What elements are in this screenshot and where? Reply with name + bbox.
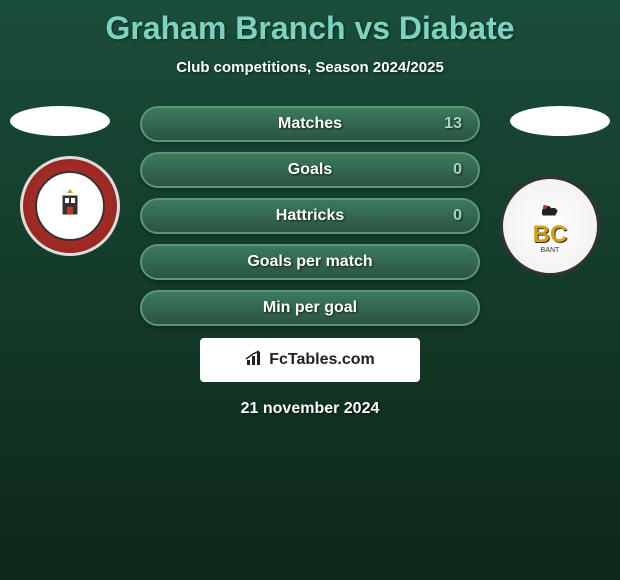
badge-right-subtitle: BANT (541, 247, 560, 254)
club-badge-right: BC BANT (500, 176, 600, 276)
stat-label: Min per goal (263, 299, 357, 317)
player-avatar-left (10, 106, 110, 136)
chart-icon (245, 350, 265, 371)
page-title: Graham Branch vs Diabate (0, 0, 620, 47)
stat-row-goals: Goals 0 (140, 152, 480, 188)
stat-row-min-per-goal: Min per goal (140, 290, 480, 326)
stat-row-hattricks: Hattricks 0 (140, 198, 480, 234)
stat-value: 0 (453, 207, 462, 225)
club-badge-left (20, 156, 120, 256)
stat-row-goals-per-match: Goals per match (140, 244, 480, 280)
player-avatar-right (510, 106, 610, 136)
watermark-text: FcTables.com (269, 351, 375, 369)
stat-label: Hattricks (276, 207, 344, 225)
stat-value: 0 (453, 161, 462, 179)
stat-label: Goals per match (247, 253, 372, 271)
stat-value: 13 (444, 115, 462, 133)
stats-container: Matches 13 Goals 0 Hattricks 0 Goals per… (140, 106, 480, 326)
stat-label: Goals (288, 161, 332, 179)
stat-label: Matches (278, 115, 342, 133)
watermark: FcTables.com (200, 338, 420, 382)
club-badge-left-inner (35, 171, 105, 241)
date-label: 21 november 2024 (0, 400, 620, 418)
badge-right-text: BC (533, 221, 568, 249)
content-area: BC BANT Matches 13 Goals 0 Hattricks 0 G… (0, 106, 620, 418)
subtitle: Club competitions, Season 2024/2025 (0, 59, 620, 76)
stat-row-matches: Matches 13 (140, 106, 480, 142)
